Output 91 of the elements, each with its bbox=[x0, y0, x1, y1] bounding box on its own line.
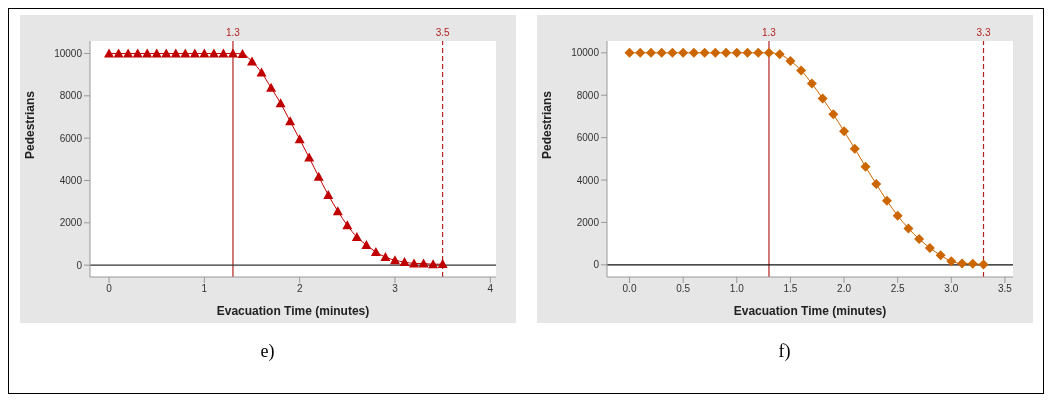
point bbox=[427, 259, 438, 269]
point bbox=[892, 210, 903, 221]
point bbox=[881, 195, 892, 206]
x-tick-label: 0.5 bbox=[675, 283, 691, 295]
y-axis-title: Pedestrians bbox=[539, 90, 554, 159]
point bbox=[774, 49, 785, 60]
point bbox=[437, 259, 448, 269]
point bbox=[795, 65, 806, 76]
point bbox=[956, 258, 967, 269]
x-tick-label: 4 bbox=[487, 283, 493, 295]
point bbox=[731, 47, 742, 58]
y-tick-label: 8000 bbox=[59, 90, 82, 102]
point bbox=[902, 223, 913, 234]
y-axis-title: Pedestrians bbox=[22, 90, 37, 159]
point bbox=[827, 109, 838, 120]
point bbox=[935, 250, 946, 261]
y-tick-label: 8000 bbox=[576, 89, 599, 101]
point bbox=[341, 220, 352, 230]
y-tick-label: 6000 bbox=[576, 132, 599, 144]
point bbox=[838, 126, 849, 137]
point bbox=[924, 242, 935, 253]
x-tick-label: 0 bbox=[105, 283, 112, 295]
x-axis-title: Evacuation Time (minutes) bbox=[216, 304, 369, 318]
x-tick-label: 1 bbox=[201, 283, 208, 295]
point bbox=[303, 152, 314, 162]
point bbox=[699, 47, 710, 58]
point bbox=[709, 47, 720, 58]
point bbox=[236, 48, 247, 58]
point bbox=[967, 258, 978, 269]
point bbox=[784, 55, 795, 66]
x-tick-label: 2.5 bbox=[890, 283, 905, 295]
point bbox=[313, 171, 324, 181]
point bbox=[666, 47, 677, 58]
point bbox=[870, 179, 881, 190]
y-tick-label: 10000 bbox=[53, 48, 82, 60]
point bbox=[945, 256, 956, 267]
point bbox=[294, 134, 305, 144]
point bbox=[399, 256, 410, 266]
x-tick-label: 3 bbox=[391, 283, 398, 295]
x-tick-label: 2 bbox=[296, 283, 303, 295]
point bbox=[752, 47, 763, 58]
point bbox=[720, 47, 731, 58]
ref-line-label: 3.3 bbox=[976, 27, 991, 38]
ref-line-label: 1.3 bbox=[225, 27, 240, 38]
point bbox=[379, 252, 390, 262]
y-tick-label: 10000 bbox=[570, 47, 599, 59]
x-tick-label: 3.5 bbox=[997, 283, 1012, 295]
x-tick-label: 1.0 bbox=[729, 283, 744, 295]
x-tick-label: 0.0 bbox=[622, 283, 637, 295]
point bbox=[677, 47, 688, 58]
point bbox=[141, 48, 152, 58]
point bbox=[849, 143, 860, 154]
point bbox=[370, 247, 381, 257]
ref-line-label: 3.5 bbox=[435, 27, 450, 38]
point bbox=[688, 47, 699, 58]
point bbox=[389, 255, 400, 265]
point bbox=[284, 116, 295, 126]
point bbox=[978, 259, 988, 270]
text: f) bbox=[778, 341, 791, 362]
y-tick-label: 0 bbox=[75, 259, 82, 271]
x-tick-label: 3.0 bbox=[943, 283, 959, 295]
y-tick-label: 4000 bbox=[59, 175, 82, 187]
point bbox=[351, 232, 362, 241]
x-axis-title: Evacuation Time (minutes) bbox=[733, 304, 886, 318]
point bbox=[634, 47, 645, 58]
point bbox=[246, 56, 257, 66]
text: e) bbox=[260, 341, 275, 362]
point bbox=[806, 78, 817, 89]
point bbox=[742, 47, 753, 58]
x-tick-label: 2.0 bbox=[836, 283, 851, 295]
y-tick-label: 2000 bbox=[59, 217, 82, 229]
ref-line-label: 1.3 bbox=[761, 27, 776, 38]
y-tick-label: 2000 bbox=[576, 217, 599, 228]
point bbox=[656, 47, 667, 58]
point bbox=[322, 189, 333, 199]
point bbox=[256, 67, 267, 77]
point bbox=[360, 240, 371, 250]
point bbox=[624, 47, 635, 58]
point bbox=[332, 206, 343, 216]
point bbox=[763, 47, 774, 58]
y-tick-label: 4000 bbox=[576, 174, 599, 186]
point bbox=[913, 233, 924, 244]
point bbox=[227, 48, 238, 58]
y-tick-label: 6000 bbox=[59, 132, 82, 144]
y-tick-label: 0 bbox=[592, 259, 599, 271]
point bbox=[860, 161, 871, 172]
point bbox=[645, 47, 656, 58]
point bbox=[265, 82, 276, 92]
x-tick-label: 1.5 bbox=[782, 283, 798, 295]
point bbox=[275, 98, 286, 108]
point bbox=[817, 93, 828, 104]
